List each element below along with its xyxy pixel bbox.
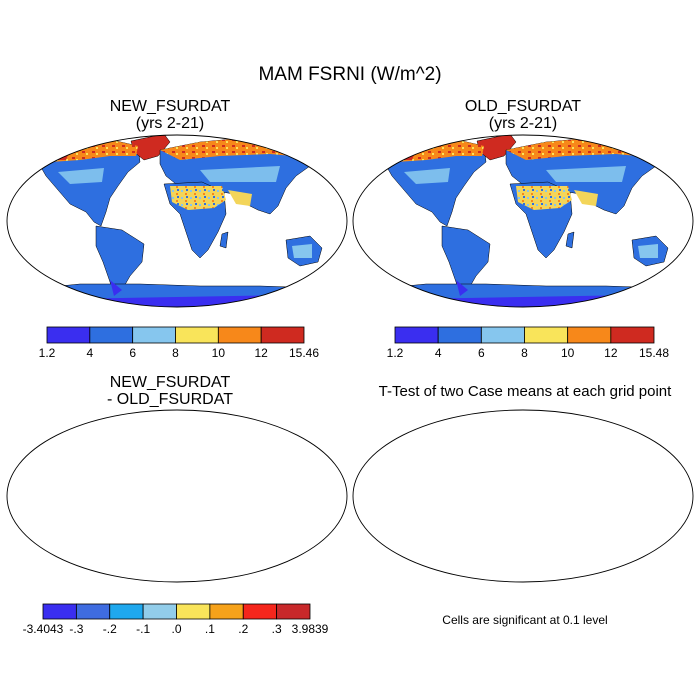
colorbar-label: 8 — [172, 346, 179, 360]
panel1-title-line1: NEW_FSURDAT — [109, 98, 231, 115]
colorbar-label: -.2 — [103, 622, 117, 636]
colorbar-label: 8 — [521, 346, 528, 360]
colorbar-label: 15.46 — [289, 346, 319, 360]
colorbar-box — [109, 603, 144, 620]
colorbar-label: .1 — [205, 622, 215, 636]
colorbar-label: .3 — [272, 622, 282, 636]
colorbar-label: 3.9839 — [292, 622, 329, 636]
significance-note: Cells are significant at 0.1 level — [442, 613, 608, 627]
figure-title: MAM FSRNI (W/m^2) — [258, 64, 442, 85]
panel2-title-line1: OLD_FSURDAT — [464, 98, 582, 115]
colorbar-label: 4 — [435, 346, 442, 360]
madagascar — [219, 231, 229, 249]
colorbar-box — [176, 603, 211, 620]
colorbar-label: 1.2 — [387, 346, 404, 360]
colorbar-label: 6 — [129, 346, 136, 360]
colorbar-box — [142, 603, 177, 620]
colorbar-label: 1.2 — [39, 346, 56, 360]
colorbar-label: 10 — [212, 346, 226, 360]
colorbar-box — [209, 603, 244, 620]
colorbar-label: 12 — [604, 346, 618, 360]
colorbar-box — [610, 326, 655, 344]
colorbar-label: .0 — [171, 622, 181, 636]
colorbar-box — [42, 603, 77, 620]
colorbar-label: 10 — [561, 346, 575, 360]
panel3-title-line2: - OLD_FSURDAT — [107, 391, 233, 408]
colorbar-box — [242, 603, 278, 620]
panel3-title-line1: NEW_FSURDAT — [109, 374, 231, 391]
colorbar-label: -.1 — [136, 622, 150, 636]
colorbar-label: -.3 — [69, 622, 83, 636]
panel4-title: T-Test of two Case means at each grid po… — [378, 383, 672, 400]
colorbar-label: 4 — [86, 346, 93, 360]
colorbar-label: -3.4043 — [23, 622, 64, 636]
colorbar-label: .2 — [238, 622, 248, 636]
panel2-title-line2: (yrs 2-21) — [488, 115, 558, 132]
panel1-title-line2: (yrs 2-21) — [135, 115, 205, 132]
colorbar-box — [276, 603, 311, 620]
colorbar-box — [75, 603, 111, 620]
colorbar-label: 15.48 — [639, 346, 669, 360]
colorbar-label: 12 — [254, 346, 268, 360]
colorbar-label: 6 — [478, 346, 485, 360]
colorbar-box — [260, 326, 305, 344]
